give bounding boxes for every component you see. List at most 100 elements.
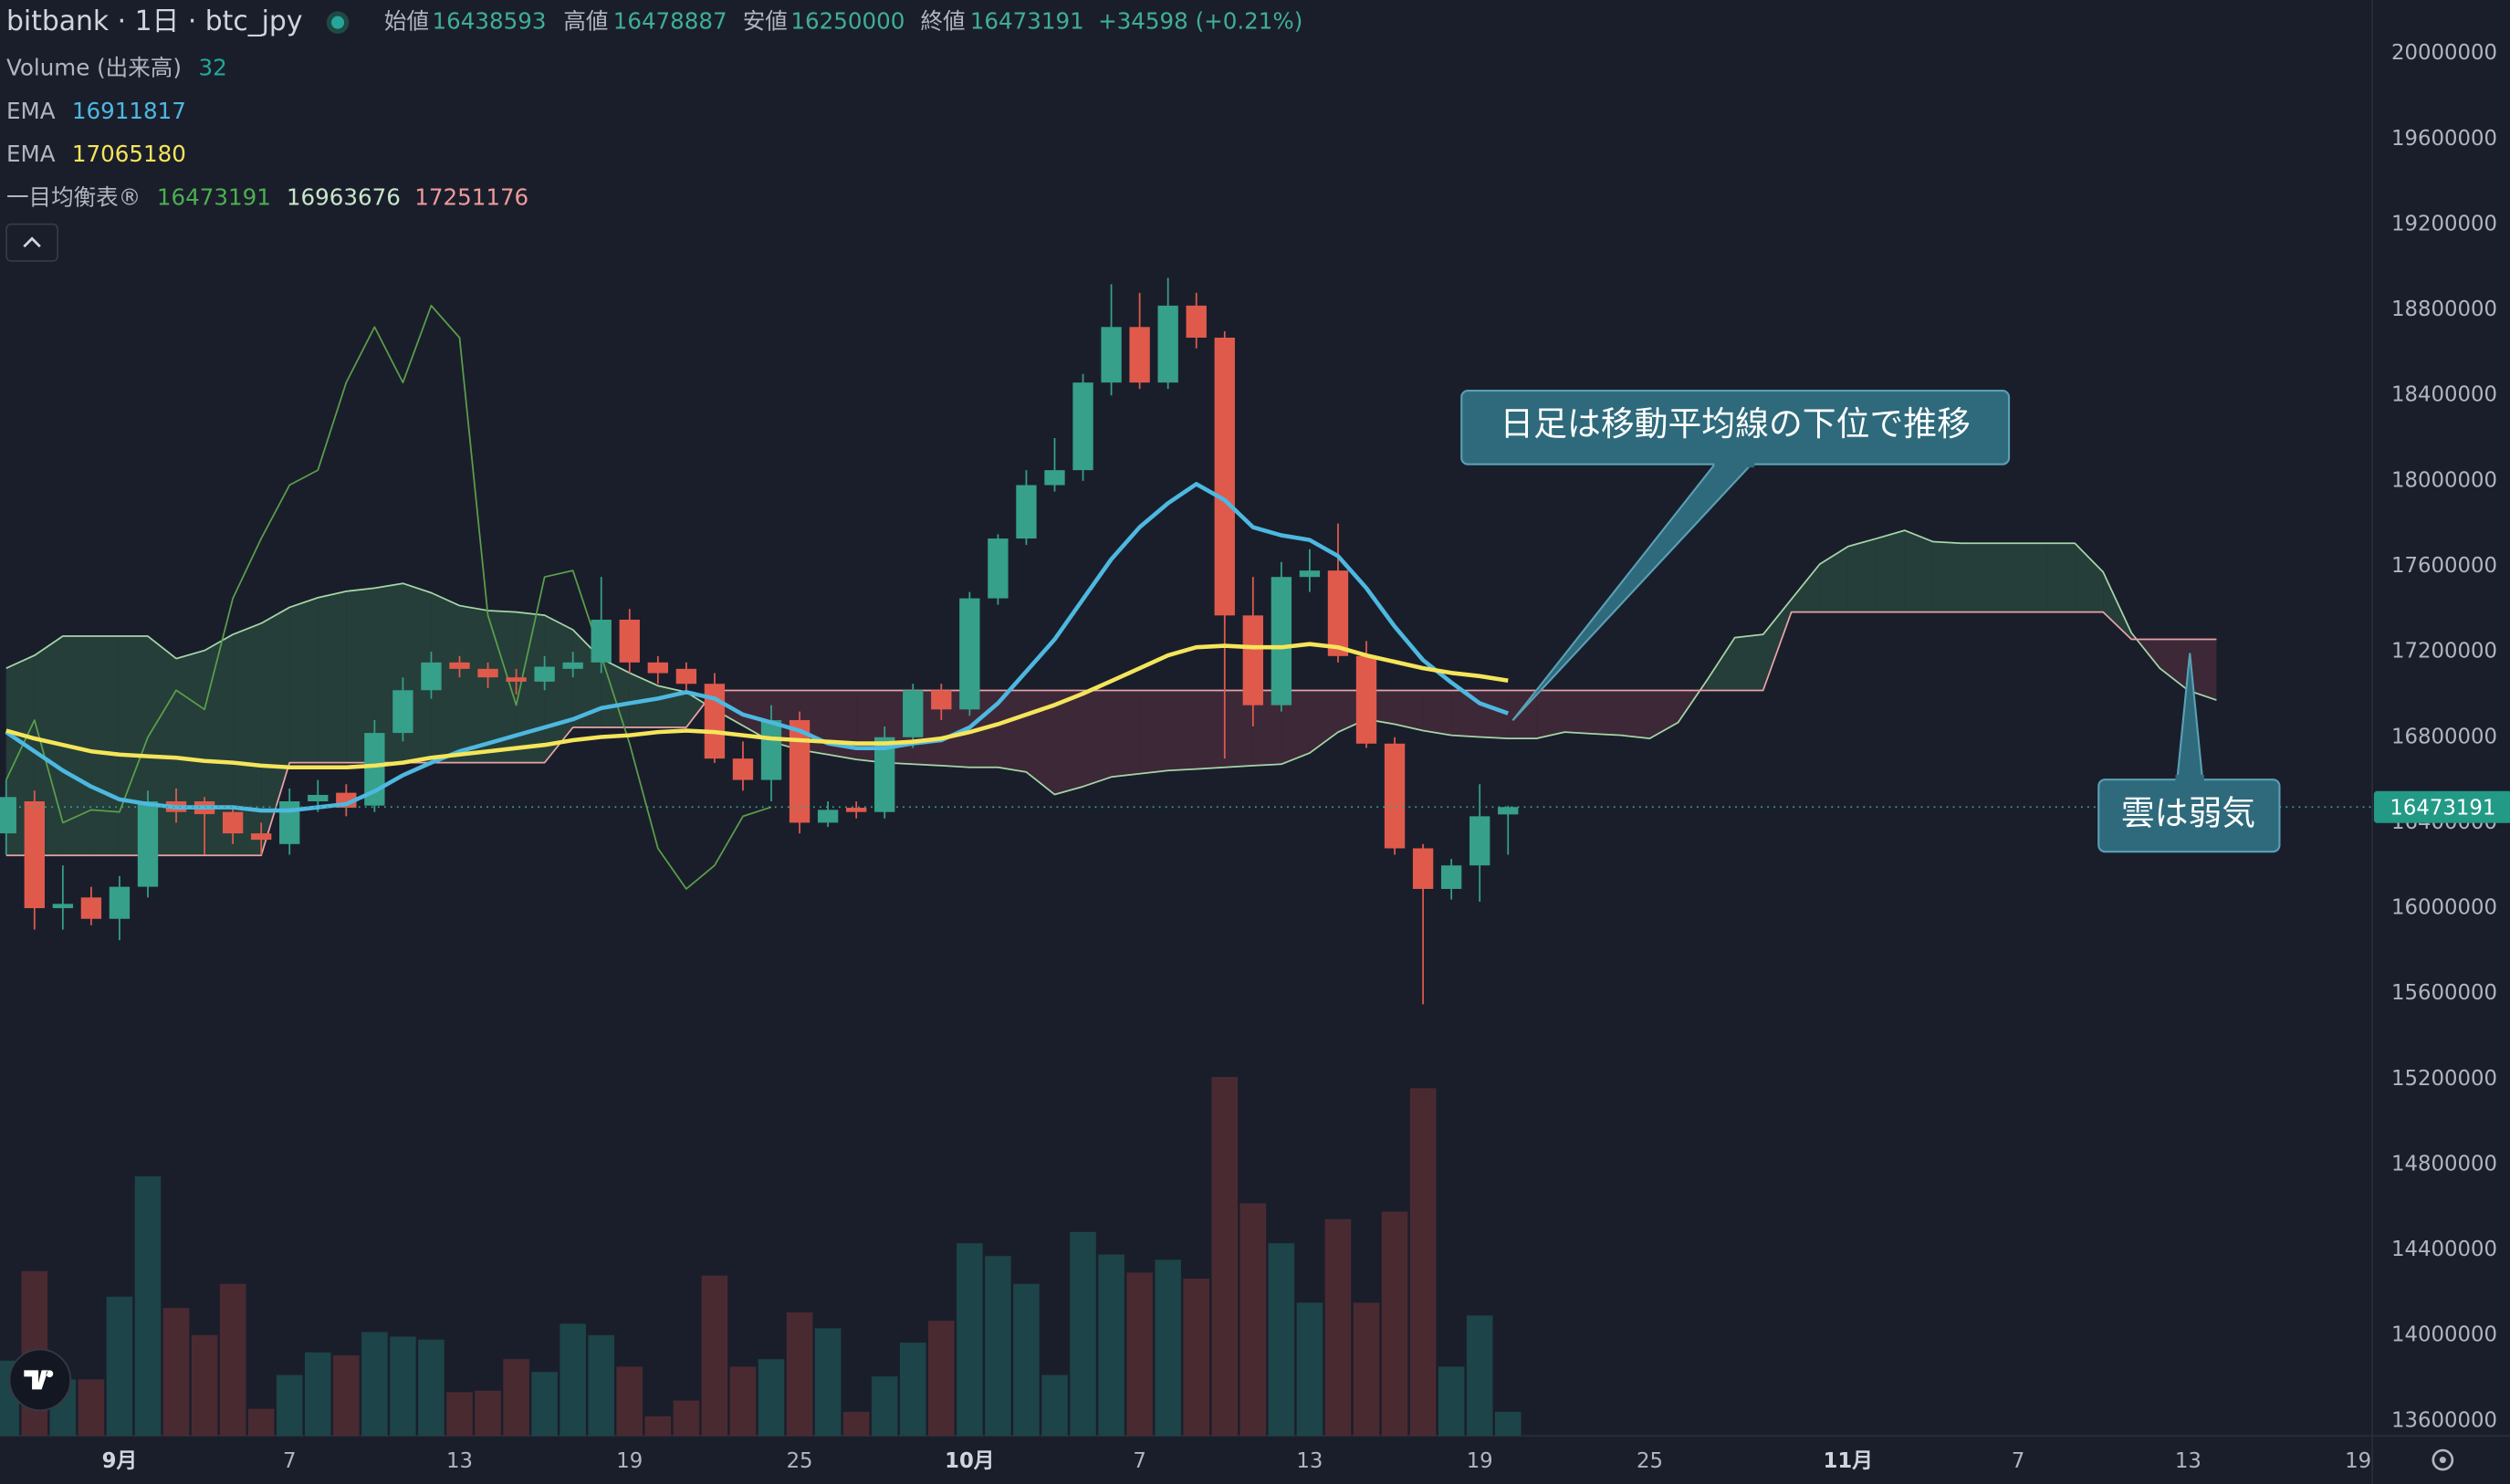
volume-bar xyxy=(333,1355,360,1437)
x-tick-label: 10月 xyxy=(945,1449,994,1473)
annotation-callout: 雲は弱気 xyxy=(2097,653,2281,853)
logo-glyph xyxy=(24,1370,54,1390)
collapse-button[interactable] xyxy=(5,223,59,262)
cloud-segment xyxy=(1536,690,1565,739)
volume-bar xyxy=(162,1308,190,1437)
volume-bar xyxy=(1494,1411,1522,1437)
candle-body xyxy=(109,886,131,919)
volume-bar xyxy=(1098,1254,1124,1437)
cloud-segment xyxy=(1026,690,1055,795)
y-tick-label: 16000000 xyxy=(2391,896,2497,920)
volume-legend: Volume (出来高) xyxy=(6,55,182,81)
y-tick-label: 17200000 xyxy=(2391,640,2497,664)
volume-bar xyxy=(1070,1231,1096,1437)
candle-body xyxy=(874,737,895,812)
cloud-segment xyxy=(685,690,715,727)
candle-body xyxy=(1355,655,1377,744)
candle-body xyxy=(931,690,952,710)
cloud-segment xyxy=(62,636,91,856)
candle-body xyxy=(52,904,74,909)
cloud-segment xyxy=(204,634,234,856)
candle-body xyxy=(619,620,640,663)
candle-body xyxy=(1384,743,1406,849)
settings-icon[interactable] xyxy=(2432,1448,2454,1471)
cloud-segment xyxy=(147,636,177,856)
low-label: 安値 xyxy=(743,8,788,35)
cloud-segment xyxy=(1082,690,1112,787)
candle-body xyxy=(1072,382,1093,471)
cloud-segment xyxy=(1480,690,1509,739)
candle-body xyxy=(1186,305,1207,338)
last-price-label: 16473191 xyxy=(2390,797,2495,820)
volume-bar xyxy=(106,1296,133,1437)
volume-bar xyxy=(1041,1374,1068,1437)
candle-body xyxy=(506,677,527,682)
ichimoku-span-a xyxy=(5,529,2217,796)
x-tick-label: 13 xyxy=(446,1449,473,1473)
x-tick-label: 25 xyxy=(787,1449,813,1473)
cloud-segment xyxy=(1139,690,1168,774)
volume-bar xyxy=(191,1334,218,1437)
status-dot xyxy=(331,16,345,29)
cloud-segment xyxy=(1819,546,1848,612)
volume-bar xyxy=(673,1400,700,1437)
cloud-segment xyxy=(2046,543,2076,612)
y-tick-label: 18400000 xyxy=(2391,383,2497,407)
volume-bar xyxy=(899,1343,926,1437)
high-label: 高値 xyxy=(563,8,608,35)
cloud-segment xyxy=(1054,690,1083,795)
volume-bar xyxy=(814,1328,842,1437)
candle-body xyxy=(959,598,980,710)
x-tick-label: 19 xyxy=(1467,1449,1493,1473)
cloud-segment xyxy=(1281,690,1310,765)
cloud-segment xyxy=(1706,637,1735,691)
volume-bar xyxy=(701,1275,728,1437)
annotation-text: 日足は移動平均線の下位で推移 xyxy=(1500,404,1971,444)
candle-body xyxy=(392,690,413,734)
volume-bar xyxy=(786,1312,813,1437)
y-tick-label: 17600000 xyxy=(2391,554,2497,578)
volume-bar xyxy=(928,1321,955,1437)
volume-bar xyxy=(729,1366,757,1437)
volume-bar xyxy=(1126,1272,1153,1437)
cloud-segment xyxy=(1621,690,1650,739)
cloud-segment xyxy=(1791,564,1820,612)
volume-bar xyxy=(758,1359,785,1437)
candle-body xyxy=(1440,865,1462,889)
candle-body xyxy=(845,808,867,812)
candle-body xyxy=(760,720,782,780)
cloud-segment xyxy=(34,636,63,856)
candle-body xyxy=(817,810,839,823)
cloud-segment xyxy=(1593,690,1622,736)
y-tick-label: 14400000 xyxy=(2391,1238,2497,1261)
candle-body xyxy=(222,811,244,834)
cloud-segment xyxy=(941,690,970,768)
candle-body xyxy=(1299,570,1321,578)
volume-bar xyxy=(957,1243,983,1437)
cloud-segment xyxy=(318,590,347,763)
settings-icon-center xyxy=(2439,1457,2446,1464)
low-value: 16250000 xyxy=(790,8,905,35)
y-tick-label: 18000000 xyxy=(2391,468,2497,492)
cloud-segment xyxy=(1395,690,1424,731)
volume-bar xyxy=(871,1376,898,1437)
x-tick-label: 11月 xyxy=(1824,1449,1873,1473)
open-label: 始値 xyxy=(384,8,429,35)
volume-bar xyxy=(1438,1366,1465,1437)
y-tick-label: 13600000 xyxy=(2391,1408,2497,1432)
cloud-segment xyxy=(1224,690,1253,768)
volume-bar xyxy=(588,1334,615,1437)
volume-bar xyxy=(418,1339,444,1437)
candle-body xyxy=(789,720,811,823)
candle-body xyxy=(24,800,45,909)
candle-body xyxy=(1469,816,1490,866)
candle-body xyxy=(1044,470,1065,486)
close-label: 終値 xyxy=(920,8,965,35)
x-tick-label: 9月 xyxy=(102,1449,138,1473)
volume-bar xyxy=(247,1408,275,1437)
y-tick-label: 16800000 xyxy=(2391,725,2497,748)
volume-bar xyxy=(1353,1302,1380,1437)
y-tick-label: 15600000 xyxy=(2391,981,2497,1005)
volume-bar xyxy=(985,1256,1011,1437)
